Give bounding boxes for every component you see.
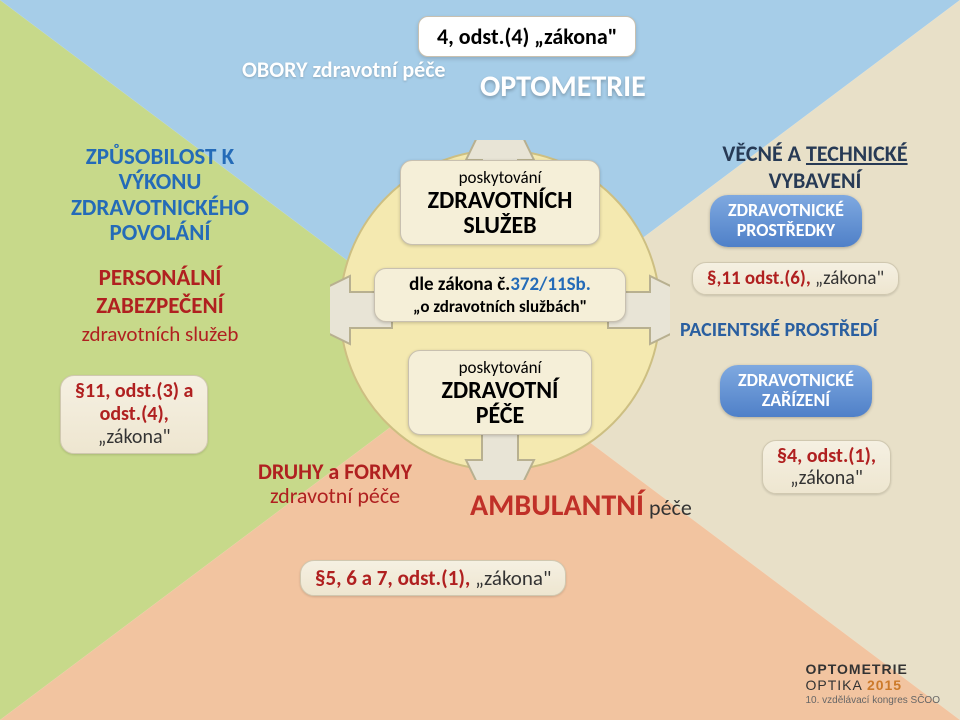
blue-pill-prostredky: ZDRAVOTNICKÉPROSTŘEDKY	[710, 195, 862, 247]
law-reference-top: 4, odst.(4) „zákona"	[418, 16, 636, 57]
pill-subtext: poskytování	[417, 167, 583, 188]
optometrie-title: OPTOMETRIE	[480, 68, 646, 105]
law-reference-left: §11, odst.(3) a odst.(4), „zákona"	[60, 375, 208, 454]
law-reference-right-1: §,11 odst.(6), „zákona"	[692, 262, 899, 295]
services-pill-top: poskytování ZDRAVOTNÍCHSLUŽEB	[400, 160, 600, 245]
pill-title: ZDRAVOTNÍCHSLUŽEB	[417, 188, 583, 238]
right-heading: VĚCNÉ A TECHNICKÉ VYBAVENÍ	[700, 140, 930, 194]
pill-title: ZDRAVOTNÍPÉČE	[425, 378, 575, 428]
center-diagram: poskytování ZDRAVOTNÍCHSLUŽEB dle zákona…	[330, 140, 670, 480]
left-column: ZPŮSOBILOST K VÝKONU ZDRAVOTNICKÉHO POVO…	[30, 145, 290, 348]
obory-label: OBORY zdravotní péče	[242, 56, 446, 83]
left-heading: ZPŮSOBILOST K VÝKONU ZDRAVOTNICKÉHO POVO…	[30, 145, 290, 246]
law-reference-right-2: §4, odst.(1), „zákona"	[762, 440, 891, 494]
law-reference-bottom: §5, 6 a 7, odst.(1), „zákona"	[300, 560, 566, 596]
pill-pacientske: PACIENTSKÉ PROSTŘEDÍ	[680, 318, 878, 342]
ambulantni-label: AMBULANTNÍ péče	[470, 487, 692, 524]
bottom-heading: DRUHY a FORMY zdravotní péče	[258, 460, 412, 508]
left-subheading: PERSONÁLNÍ ZABEZPEČENÍ zdravotních služe…	[30, 264, 290, 348]
care-pill-bottom: poskytování ZDRAVOTNÍPÉČE	[408, 350, 592, 435]
blue-pill-zarizeni: ZDRAVOTNICKÉZAŘÍZENÍ	[720, 365, 872, 417]
law-pill-mid: dle zákona č.372/11Sb. „o zdravotních sl…	[374, 268, 626, 322]
pill-subtext: poskytování	[425, 357, 575, 378]
event-logo: OPTOMETRIE OPTIKA 2015 10. vzdělávací ko…	[805, 661, 940, 706]
